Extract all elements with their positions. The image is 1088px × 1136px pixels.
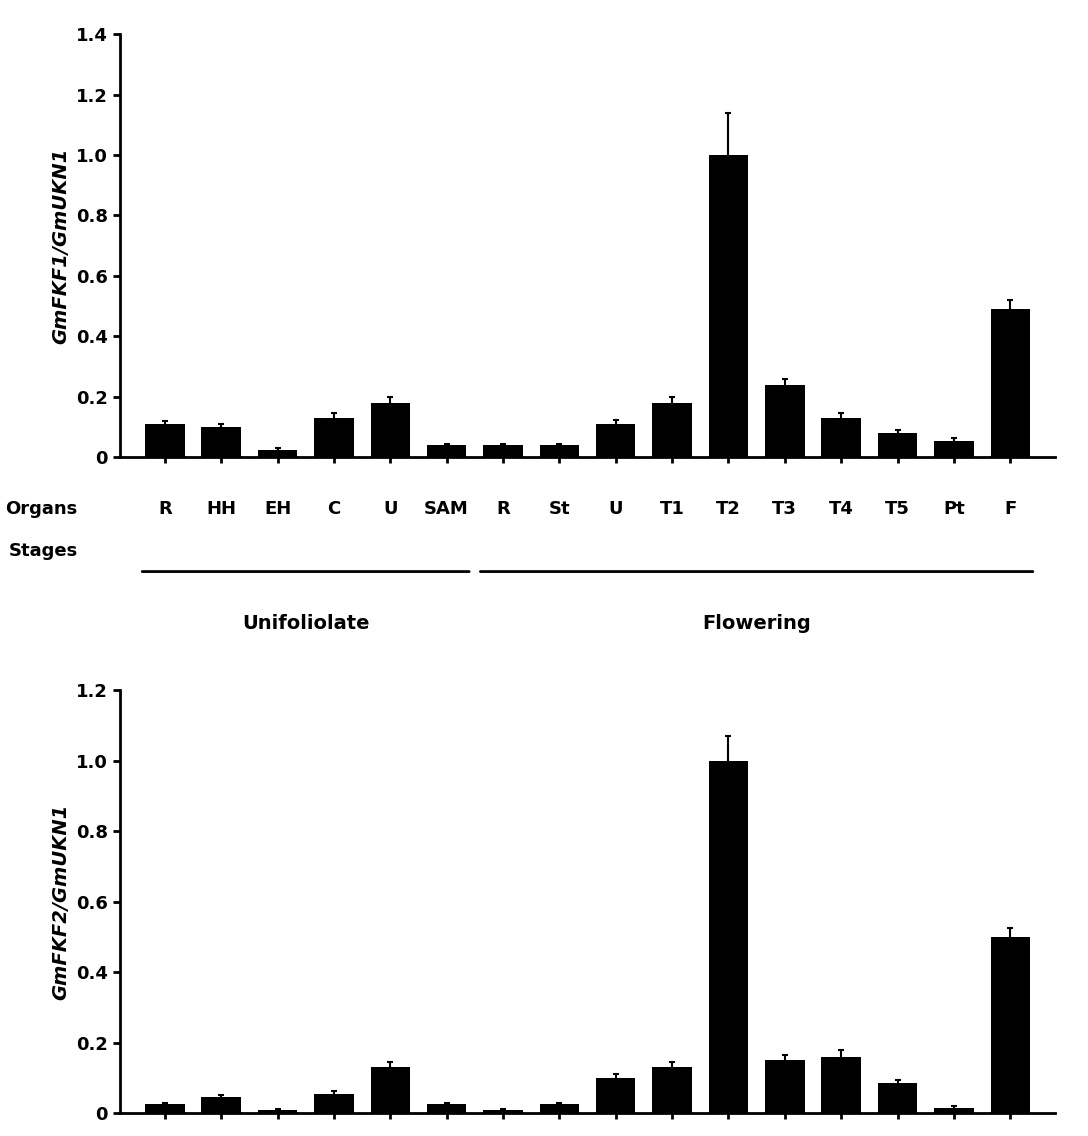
Text: T4: T4 [829, 500, 854, 518]
Bar [201, 1097, 240, 1113]
Text: Organs: Organs [5, 500, 77, 518]
Bar [314, 418, 354, 458]
Bar [145, 424, 185, 458]
Text: St: St [548, 500, 570, 518]
Text: C: C [327, 500, 341, 518]
Bar [653, 403, 692, 458]
Bar [371, 1068, 410, 1113]
Bar [145, 1104, 185, 1113]
Bar [540, 445, 579, 458]
Text: EH: EH [264, 500, 292, 518]
Text: Unifoliolate: Unifoliolate [242, 613, 370, 633]
Bar [258, 1110, 297, 1113]
Bar [596, 424, 635, 458]
Bar [708, 154, 749, 458]
Y-axis label: GmFKF2/GmUKN1: GmFKF2/GmUKN1 [51, 803, 71, 1000]
Bar [990, 937, 1030, 1113]
Bar [878, 433, 917, 458]
Text: Pt: Pt [943, 500, 965, 518]
Bar [935, 1108, 974, 1113]
Bar [765, 385, 804, 458]
Bar [483, 445, 522, 458]
Bar [258, 450, 297, 458]
Text: U: U [608, 500, 623, 518]
Y-axis label: GmFKF1/GmUKN1: GmFKF1/GmUKN1 [51, 148, 71, 344]
Bar [935, 441, 974, 458]
Bar [821, 1056, 861, 1113]
Text: T5: T5 [886, 500, 910, 518]
Bar [426, 445, 467, 458]
Bar [371, 403, 410, 458]
Text: R: R [496, 500, 510, 518]
Bar [878, 1084, 917, 1113]
Text: F: F [1004, 500, 1016, 518]
Bar [201, 427, 240, 458]
Text: U: U [383, 500, 397, 518]
Text: T3: T3 [772, 500, 798, 518]
Text: Flowering: Flowering [702, 613, 811, 633]
Text: HH: HH [206, 500, 236, 518]
Bar [821, 418, 861, 458]
Bar [765, 1060, 804, 1113]
Bar [990, 309, 1030, 458]
Bar [483, 1110, 522, 1113]
Bar [314, 1094, 354, 1113]
Text: SAM: SAM [424, 500, 469, 518]
Bar [540, 1104, 579, 1113]
Bar [708, 761, 749, 1113]
Text: Stages: Stages [9, 542, 77, 560]
Text: T1: T1 [659, 500, 684, 518]
Bar [596, 1078, 635, 1113]
Text: T2: T2 [716, 500, 741, 518]
Bar [426, 1104, 467, 1113]
Bar [653, 1068, 692, 1113]
Text: R: R [158, 500, 172, 518]
